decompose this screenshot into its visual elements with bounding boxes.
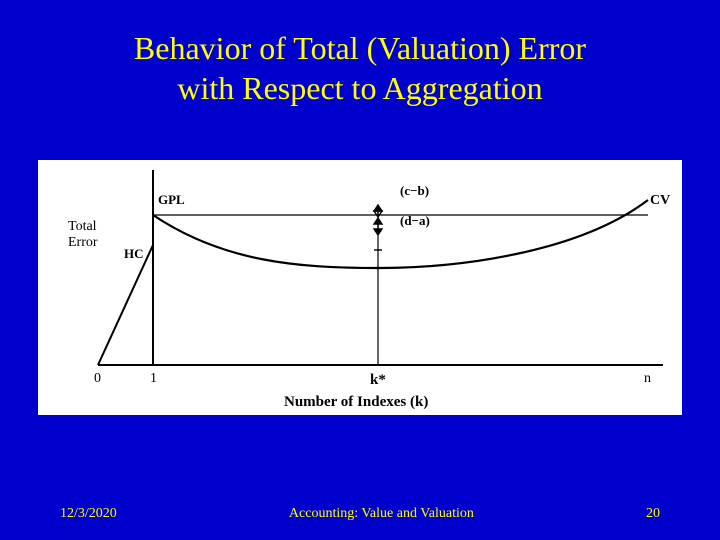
x-tick-kstar: k* (370, 372, 386, 388)
valuation-error-chart: Total Error GPL CV HC (c−b) (d−a) 0 1 k*… (38, 160, 682, 415)
slide-title: Behavior of Total (Valuation) Error with… (0, 0, 720, 108)
footer-date: 12/3/2020 (60, 506, 117, 522)
x-tick-n: n (644, 371, 651, 386)
x-tick-1: 1 (150, 371, 157, 386)
cv-label: CV (650, 193, 670, 208)
slide-footer: 12/3/2020 Accounting: Value and Valuatio… (0, 506, 720, 522)
annotation-d-minus-a: (d−a) (400, 213, 430, 228)
hc-segment (98, 245, 153, 365)
y-axis-label-line1: Total (68, 219, 97, 234)
x-tick-0: 0 (94, 371, 101, 386)
footer-subject: Accounting: Value and Valuation (289, 506, 474, 522)
gpl-label: GPL (158, 192, 185, 207)
error-curve (153, 200, 648, 268)
title-line-2: with Respect to Aggregation (177, 70, 542, 106)
chart-panel: Total Error GPL CV HC (c−b) (d−a) 0 1 k*… (38, 160, 682, 415)
hc-label: HC (124, 246, 144, 261)
title-line-1: Behavior of Total (Valuation) Error (134, 30, 586, 66)
footer-page: 20 (646, 506, 660, 522)
x-axis-label: Number of Indexes (k) (284, 394, 428, 410)
annotation-c-minus-b: (c−b) (400, 183, 429, 198)
y-axis-label-line2: Error (68, 235, 98, 250)
